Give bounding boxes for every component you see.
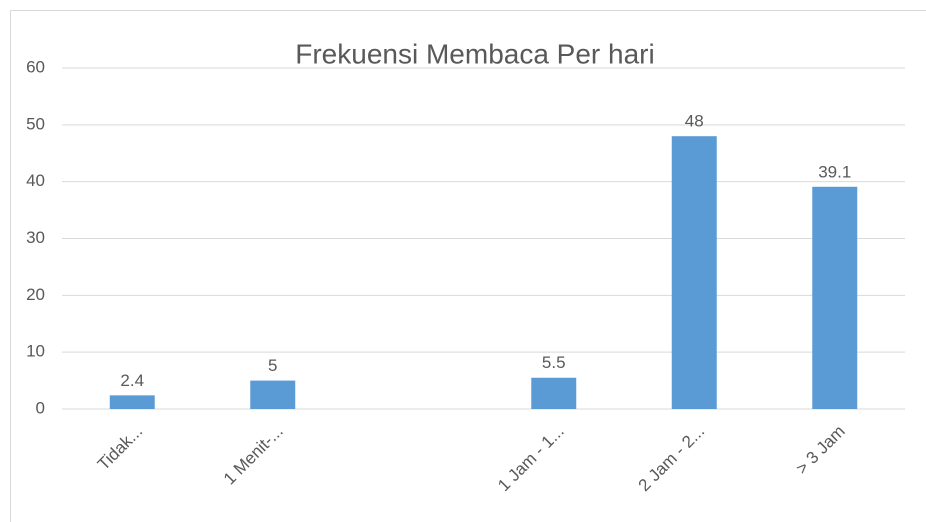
data-label: 2.4 [120,371,144,390]
y-tick-label: 40 [26,171,45,190]
data-label: 48 [685,112,704,131]
data-label: 5.5 [542,353,566,372]
y-tick-label: 60 [26,57,45,76]
bar [671,136,717,409]
bar [531,377,577,409]
y-tick-label: 10 [26,342,45,361]
y-tick-label: 0 [36,398,45,417]
chart-title: Frekuensi Membaca Per hari [295,38,654,69]
y-tick-label: 50 [26,114,45,133]
chart-border [10,10,926,522]
y-tick-label: 20 [26,285,45,304]
data-label: 5 [268,356,277,375]
bar [109,395,155,409]
data-label: 39.1 [818,162,851,181]
bar [250,380,296,409]
bar [812,186,858,409]
y-tick-label: 30 [26,228,45,247]
